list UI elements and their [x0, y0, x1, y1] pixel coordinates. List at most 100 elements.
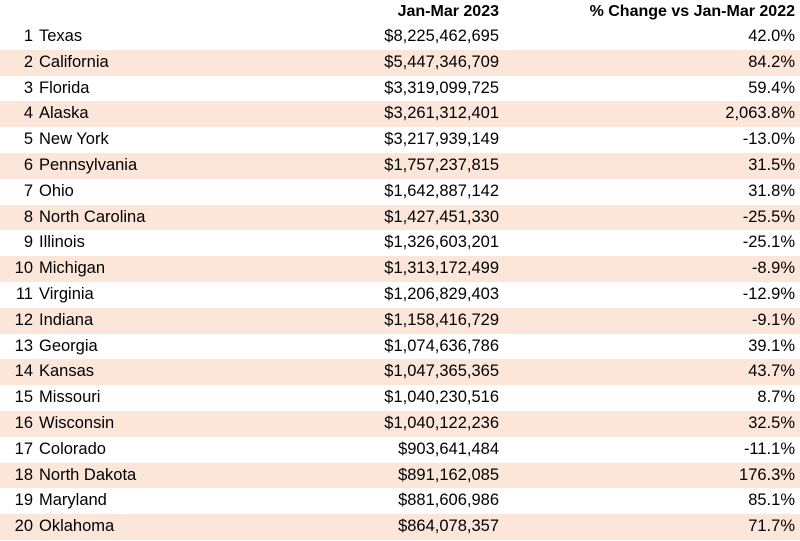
table-row: 17 Colorado $903,641,484 -11.1%: [0, 437, 800, 463]
rank-cell: 15: [14, 388, 33, 407]
value-cell: $1,206,829,403: [384, 284, 499, 303]
state-cell: Oklahoma: [39, 517, 115, 536]
change-cell: -11.1%: [743, 439, 795, 458]
rank-cell: 1: [23, 27, 33, 45]
column-header-jan-mar-2023: Jan-Mar 2023: [397, 3, 499, 20]
table-row: 5 New York $3,217,939,149 -13.0%: [0, 127, 800, 153]
value-cell: $1,074,636,786: [384, 336, 499, 355]
value-cell: $881,606,986: [398, 491, 499, 510]
table-row: 10 Michigan $1,313,172,499 -8.9%: [0, 256, 800, 282]
table-row: 1 Texas $8,225,462,695 42.0%: [0, 24, 800, 50]
table-row: 11 Virginia $1,206,829,403 -12.9%: [0, 282, 800, 308]
state-cell: California: [39, 52, 109, 71]
state-cell: Pennsylvania: [39, 155, 138, 174]
change-cell: 39.1%: [748, 336, 795, 355]
state-cell: New York: [39, 130, 109, 149]
table-row: 8 North Carolina $1,427,451,330 -25.5%: [0, 204, 800, 231]
value-cell: $3,261,312,401: [384, 104, 499, 123]
change-cell: -25.1%: [742, 233, 795, 252]
value-cell: $1,757,237,815: [384, 155, 499, 174]
change-cell: -13.0%: [742, 130, 795, 149]
table-row: 9 Illinois $1,326,603,201 -25.1%: [0, 230, 800, 256]
change-cell: 71.7%: [748, 517, 795, 536]
table-row: 16 Wisconsin $1,040,122,236 32.5%: [0, 410, 800, 437]
rank-cell: 12: [14, 310, 33, 329]
table-row: 2 California $5,447,346,709 84.2%: [0, 49, 800, 76]
value-cell: $1,047,365,365: [384, 362, 499, 381]
change-cell: 31.8%: [748, 181, 795, 200]
change-cell: 59.4%: [748, 78, 795, 97]
change-cell: -8.9%: [751, 259, 795, 278]
rank-cell: 8: [23, 207, 33, 226]
change-cell: 42.0%: [748, 27, 795, 45]
rank-cell: 9: [23, 233, 33, 252]
table-row: 12 Indiana $1,158,416,729 -9.1%: [0, 307, 800, 334]
rank-cell: 18: [14, 465, 33, 484]
value-cell: $1,326,603,201: [384, 233, 499, 252]
table-row: 20 Oklahoma $864,078,357 71.7%: [0, 514, 800, 540]
rank-cell: 6: [23, 155, 33, 174]
change-cell: 84.2%: [748, 52, 795, 71]
change-cell: -12.9%: [742, 284, 795, 303]
state-cell: Indiana: [39, 310, 94, 329]
rank-cell: 19: [14, 491, 33, 510]
state-cell: North Dakota: [39, 465, 137, 484]
table-header: Jan-Mar 2023 % Change vs Jan-Mar 2022: [0, 0, 800, 24]
rank-cell: 2: [23, 52, 33, 71]
rank-cell: 4: [23, 104, 33, 123]
value-cell: $891,162,085: [398, 465, 499, 484]
state-cell: North Carolina: [39, 207, 146, 226]
value-cell: $864,078,357: [398, 517, 499, 536]
value-cell: $1,040,230,516: [384, 388, 499, 407]
change-cell: -25.5%: [742, 207, 795, 226]
table-row: 4 Alaska $3,261,312,401 2,063.8%: [0, 101, 800, 128]
table-row: 7 Ohio $1,642,887,142 31.8%: [0, 179, 800, 205]
rank-cell: 5: [23, 130, 33, 149]
rank-cell: 14: [14, 362, 33, 381]
rank-cell: 20: [14, 517, 33, 536]
column-header-percent-change: % Change vs Jan-Mar 2022: [589, 3, 795, 20]
value-cell: $1,642,887,142: [384, 181, 499, 200]
state-cell: Kansas: [39, 362, 95, 381]
value-cell: $1,040,122,236: [384, 413, 499, 432]
state-cell: Missouri: [39, 388, 101, 407]
change-cell: -9.1%: [751, 310, 795, 329]
change-cell: 8.7%: [757, 388, 795, 407]
table-row: 14 Kansas $1,047,365,365 43.7%: [0, 359, 800, 386]
change-cell: 85.1%: [748, 491, 795, 510]
state-cell: Alaska: [39, 104, 89, 123]
value-cell: $3,319,099,725: [384, 78, 499, 97]
table-row: 15 Missouri $1,040,230,516 8.7%: [0, 385, 800, 411]
state-cell: Ohio: [39, 181, 74, 200]
state-cell: Florida: [39, 78, 90, 97]
table-row: 13 Georgia $1,074,636,786 39.1%: [0, 334, 800, 360]
state-cell: Maryland: [39, 491, 107, 510]
change-cell: 32.5%: [748, 413, 795, 432]
state-cell: Colorado: [39, 439, 106, 458]
state-cell: Michigan: [39, 259, 106, 278]
change-cell: 176.3%: [739, 465, 795, 484]
value-cell: $903,641,484: [398, 439, 499, 458]
value-cell: $1,158,416,729: [384, 310, 499, 329]
value-cell: $1,427,451,330: [384, 207, 499, 226]
rank-cell: 3: [23, 78, 33, 97]
state-cell: Texas: [39, 27, 83, 45]
state-cell: Wisconsin: [39, 413, 115, 432]
value-cell: $1,313,172,499: [384, 259, 499, 278]
change-cell: 31.5%: [748, 155, 795, 174]
table-row: 19 Maryland $881,606,986 85.1%: [0, 488, 800, 514]
value-cell: $3,217,939,149: [384, 130, 499, 149]
state-cell: Illinois: [39, 233, 85, 252]
rank-cell: 17: [14, 439, 33, 458]
rank-cell: 16: [14, 413, 33, 432]
table-row: 6 Pennsylvania $1,757,237,815 31.5%: [0, 152, 800, 179]
rank-cell: 11: [15, 284, 33, 303]
table-body: 1 Texas $8,225,462,695 42.0% 2 California $5,4…: [0, 24, 800, 540]
rank-cell: 7: [23, 181, 33, 200]
state-cell: Georgia: [39, 336, 98, 355]
table-row: 18 North Dakota $891,162,085 176.3%: [0, 462, 800, 489]
value-cell: $8,225,462,695: [384, 27, 499, 45]
rank-cell: 13: [14, 336, 33, 355]
value-cell: $5,447,346,709: [384, 52, 499, 71]
